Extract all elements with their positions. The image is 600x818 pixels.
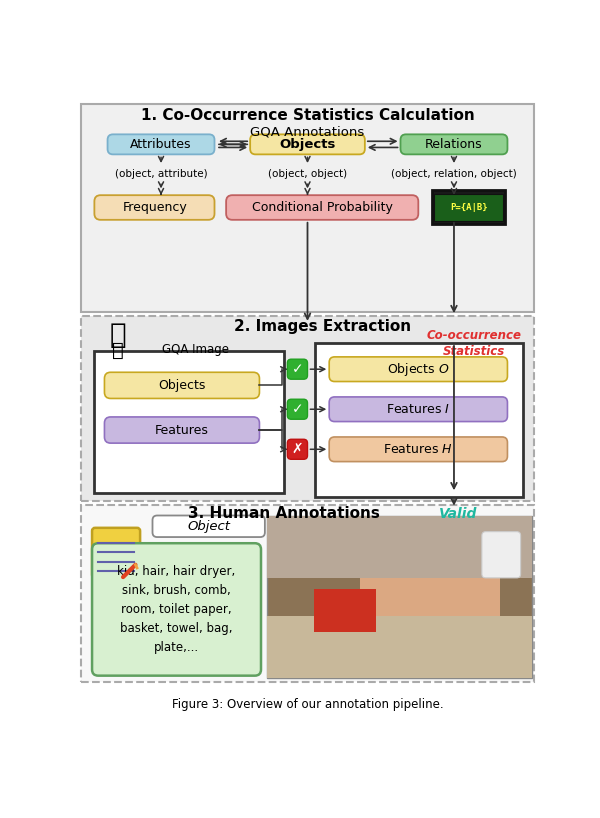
Text: ✓: ✓ [292, 362, 303, 376]
Text: Valid: Valid [439, 507, 478, 521]
Bar [360, 516, 500, 617]
FancyBboxPatch shape [104, 372, 259, 398]
Bar [314, 590, 376, 631]
FancyBboxPatch shape [329, 357, 508, 381]
FancyBboxPatch shape [107, 134, 215, 155]
FancyBboxPatch shape [152, 515, 265, 537]
Text: 🤖: 🤖 [112, 341, 124, 360]
Text: Co-occurrence
Statistics: Co-occurrence Statistics [427, 329, 521, 357]
FancyBboxPatch shape [482, 532, 521, 578]
Bar [94, 351, 284, 493]
FancyBboxPatch shape [104, 417, 259, 443]
Bar [267, 516, 532, 678]
FancyBboxPatch shape [287, 359, 308, 380]
Bar [81, 316, 534, 501]
Bar [267, 617, 532, 678]
FancyBboxPatch shape [92, 528, 140, 578]
Text: Conditional Probability: Conditional Probability [252, 201, 392, 214]
FancyBboxPatch shape [329, 437, 508, 461]
FancyBboxPatch shape [287, 399, 308, 420]
FancyBboxPatch shape [92, 543, 261, 676]
Bar [81, 505, 534, 682]
Bar [431, 190, 505, 223]
Text: P={A|B}: P={A|B} [450, 203, 488, 212]
FancyBboxPatch shape [250, 134, 365, 155]
FancyBboxPatch shape [94, 196, 215, 220]
FancyBboxPatch shape [226, 196, 418, 220]
Text: Frequency: Frequency [122, 201, 187, 214]
Text: (object, object): (object, object) [268, 169, 347, 178]
Text: Relations: Relations [425, 138, 483, 151]
Text: (object, attribute): (object, attribute) [115, 169, 208, 178]
Text: Objects $\mathit{O}$: Objects $\mathit{O}$ [387, 361, 449, 378]
FancyBboxPatch shape [287, 439, 308, 459]
Text: (object, relation, object): (object, relation, object) [391, 169, 517, 178]
Text: Attributes: Attributes [130, 138, 192, 151]
Text: Features $\mathit{I}$: Features $\mathit{I}$ [386, 402, 451, 416]
FancyBboxPatch shape [401, 134, 508, 155]
Text: Objects: Objects [158, 379, 206, 392]
Text: 1. Co-Occurrence Statistics Calculation: 1. Co-Occurrence Statistics Calculation [140, 108, 475, 124]
Text: 2. Images Extraction: 2. Images Extraction [235, 318, 412, 334]
Text: Features $\mathit{H}$: Features $\mathit{H}$ [383, 443, 453, 456]
Text: 3. Human Annotations: 3. Human Annotations [188, 506, 380, 521]
Bar [267, 516, 532, 578]
Text: ✓: ✓ [292, 402, 303, 416]
Text: 🛸: 🛸 [109, 321, 126, 349]
Bar [315, 343, 523, 497]
Bar [434, 195, 503, 222]
Text: Objects: Objects [280, 138, 335, 151]
Text: Object: Object [188, 519, 230, 533]
Text: GQA Annotations: GQA Annotations [250, 125, 365, 138]
Text: ✗: ✗ [292, 443, 303, 456]
Bar [81, 105, 534, 312]
FancyBboxPatch shape [329, 397, 508, 421]
Text: Figure 3: Overview of our annotation pipeline.: Figure 3: Overview of our annotation pip… [172, 699, 443, 712]
Text: GQA Image: GQA Image [161, 343, 229, 356]
Text: kid, hair, hair dryer,
sink, brush, comb,
room, toilet paper,
basket, towel, bag: kid, hair, hair dryer, sink, brush, comb… [118, 565, 236, 654]
Text: Features: Features [155, 424, 209, 437]
